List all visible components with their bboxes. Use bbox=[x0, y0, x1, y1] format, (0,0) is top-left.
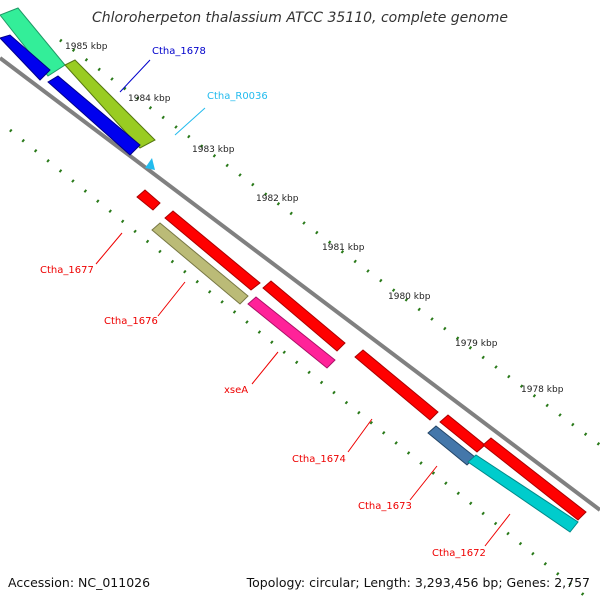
connector-ctha-1673 bbox=[409, 465, 438, 501]
gene-label-xsea: xseA bbox=[224, 385, 248, 396]
accession-text: Accession: NC_011026 bbox=[8, 575, 151, 590]
tick-label: 1983 kbp bbox=[192, 145, 235, 155]
gene-ctha-1674 bbox=[354, 349, 439, 421]
connector-ctha-1677 bbox=[95, 232, 123, 265]
tick-label: 1979 kbp bbox=[455, 339, 498, 349]
gene-label-ctha-1676: Ctha_1676 bbox=[104, 316, 158, 327]
tick-label: 1984 kbp bbox=[128, 94, 171, 104]
connector-ctha-1672 bbox=[484, 513, 511, 547]
gene-blue-2 bbox=[47, 75, 141, 156]
connector-xsea bbox=[251, 351, 279, 385]
tick-label: 1978 kbp bbox=[521, 385, 564, 395]
inner-tick-track bbox=[9, 128, 591, 600]
gene-ctha-1677 bbox=[136, 189, 161, 211]
gene-label-ctha-1673: Ctha_1673 bbox=[358, 501, 412, 512]
gene-label-ctha-1672: Ctha_1672 bbox=[432, 548, 486, 559]
gene-label-ctha-1678: Ctha_1678 bbox=[152, 46, 206, 57]
topology-text: Topology: circular; Length: 3,293,456 bp… bbox=[246, 575, 590, 590]
gene-ctha-1672 bbox=[467, 454, 579, 533]
tick-label: 1985 kbp bbox=[65, 42, 108, 52]
gene-label-ctha-1677: Ctha_1677 bbox=[40, 265, 94, 276]
gene-label-ctha-r0036: Ctha_R0036 bbox=[207, 91, 268, 102]
gene-label-ctha-1674: Ctha_1674 bbox=[292, 454, 346, 465]
connector-ctha-1678 bbox=[119, 59, 151, 93]
tick-label: 1980 kbp bbox=[388, 292, 431, 302]
gene-red-long-2 bbox=[262, 280, 346, 352]
connector-ctha-1676 bbox=[157, 281, 186, 317]
gene-xsea bbox=[247, 296, 336, 369]
map-title: Chloroherpeton thalassium ATCC 35110, co… bbox=[92, 10, 508, 26]
gene-red-long-1 bbox=[164, 210, 261, 291]
connector-ctha-1674 bbox=[347, 418, 373, 453]
gene-ctha-1676 bbox=[151, 222, 249, 305]
genome-backbone bbox=[0, 56, 600, 512]
tick-label: 1981 kbp bbox=[322, 243, 365, 253]
gene-rna-ctha-r0036 bbox=[145, 158, 155, 170]
gene-red-last bbox=[482, 437, 587, 521]
tick-label: 1982 kbp bbox=[256, 194, 299, 204]
gene-blue-1 bbox=[0, 34, 51, 81]
connector-ctha-r0036 bbox=[174, 107, 206, 136]
outer-tick-track bbox=[59, 38, 600, 447]
gene-olive bbox=[64, 59, 156, 149]
